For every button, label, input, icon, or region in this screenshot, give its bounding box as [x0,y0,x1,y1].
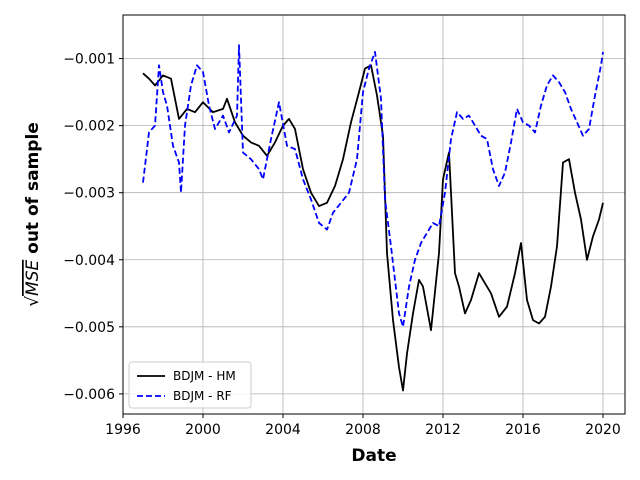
y-tick-label: −0.001 [63,52,115,68]
grid [122,15,625,414]
y-axis-label-rest: out of sample [23,122,43,260]
y-ticks: −0.006 −0.005 −0.004 −0.003 −0.002 −0.001 [63,52,123,403]
x-axis-label: Date [351,446,396,466]
y-tick-label: −0.004 [63,253,115,269]
x-tick-label: 2000 [185,422,221,438]
x-ticks: 1996 2000 2004 2008 2012 2016 2020 [105,414,621,438]
y-tick-label: −0.006 [63,387,115,403]
y-tick-label: −0.002 [63,119,115,135]
legend-label-rf: BDJM - RF [173,389,232,403]
x-tick-label: 2016 [505,422,541,438]
y-axis-label-radicand: MSE [23,260,43,296]
x-tick-label: 1996 [105,422,141,438]
series-lines [142,44,604,392]
plot-frame [122,14,626,415]
legend: BDJM - HM BDJM - RF [128,361,252,409]
x-tick-label: 2004 [265,422,301,438]
series-line-rf [142,44,604,328]
x-tick-label: 2012 [425,422,461,438]
y-tick-label: −0.003 [63,186,115,202]
y-tick-label: −0.005 [63,320,115,336]
y-axis-label-prefix: √ [23,296,43,307]
series-line-hm [142,64,604,392]
x-tick-label: 2008 [345,422,381,438]
svg-text:√MSE out of sample: √MSE out of sample [23,122,43,307]
legend-label-hm: BDJM - HM [173,369,236,383]
y-axis-label: √MSE out of sample [23,122,43,307]
x-tick-label: 2020 [585,422,621,438]
